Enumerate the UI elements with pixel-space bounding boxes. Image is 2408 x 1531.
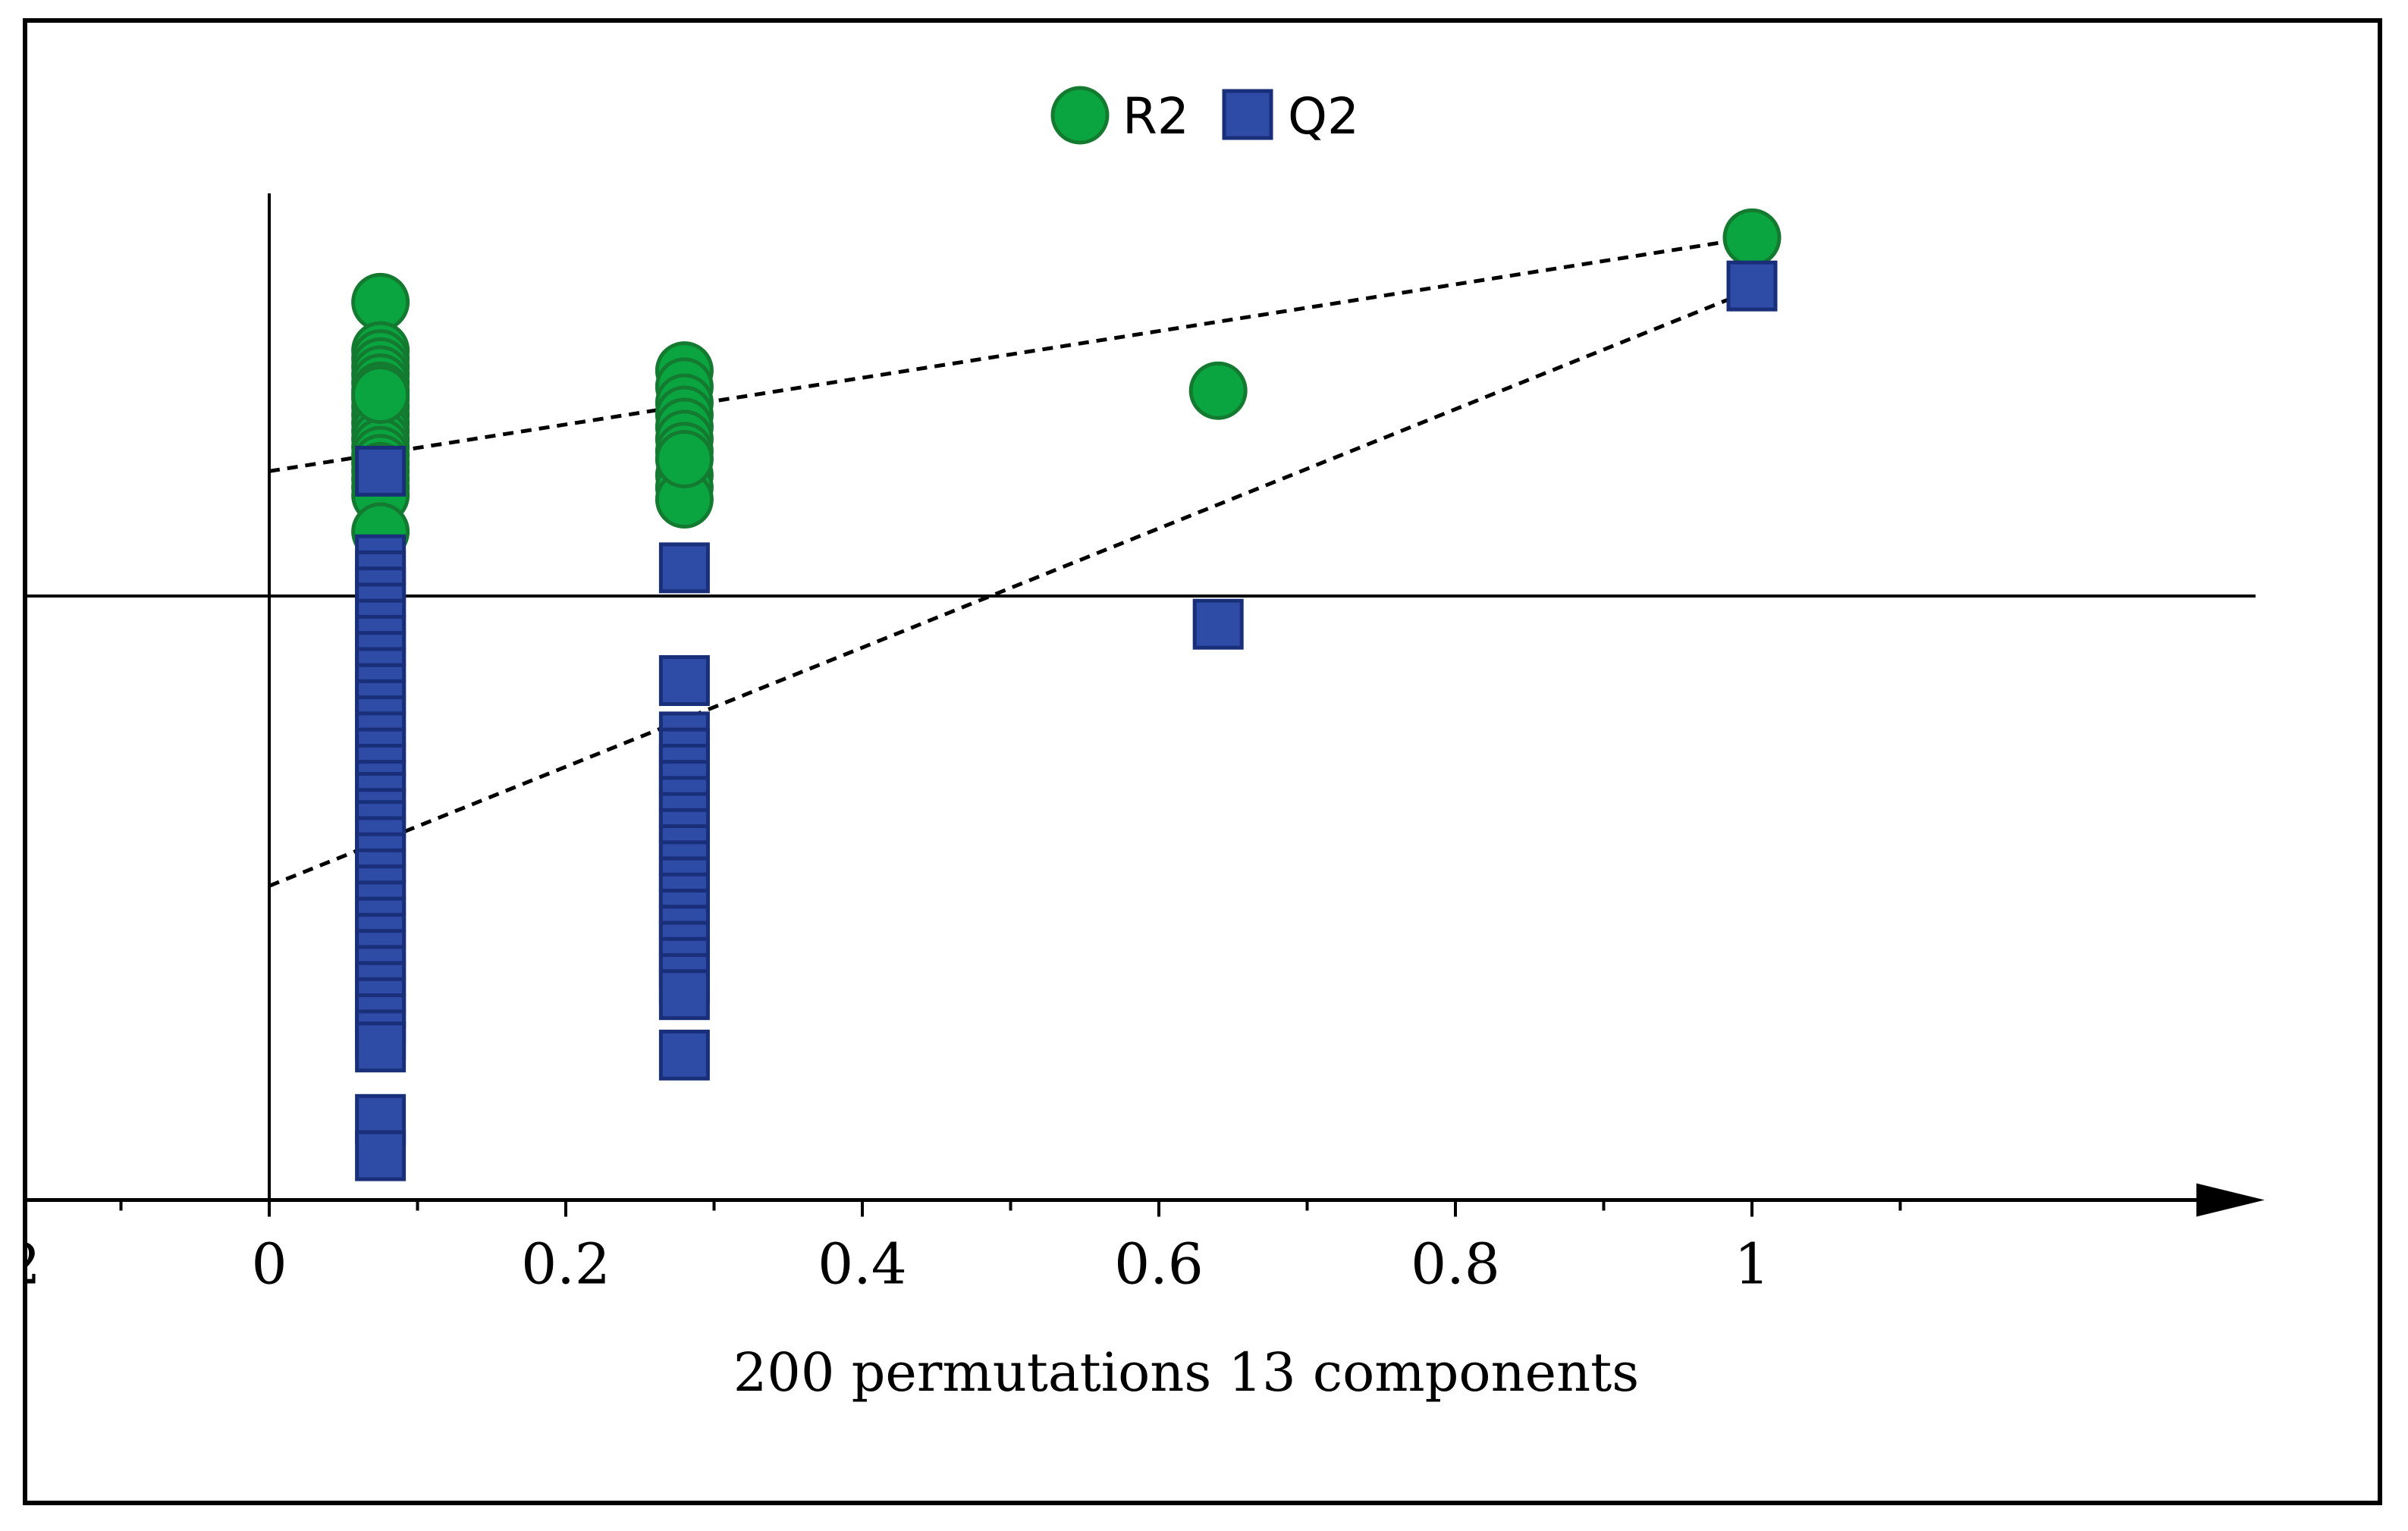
- r2-point: [1188, 361, 1248, 420]
- r2-point: [351, 365, 410, 424]
- legend-marker-q2: [1222, 89, 1273, 140]
- x-tick-label: 0: [251, 1232, 287, 1297]
- x-axis-arrow: [2196, 1183, 2265, 1217]
- q2-point: [355, 1130, 407, 1181]
- q2-point: [1192, 598, 1244, 650]
- x-axis-title: 200 permutations 13 components: [733, 1341, 1639, 1404]
- legend-label-r2: R2: [1122, 87, 1189, 146]
- legend-marker-r2: [1050, 86, 1110, 145]
- q2-point: [355, 1021, 407, 1073]
- regression-line-q2: [268, 288, 1753, 888]
- x-tick-label: 0.2: [521, 1232, 611, 1297]
- x-tick-label: 0.4: [818, 1232, 907, 1297]
- legend-label-q2: Q2: [1288, 87, 1359, 146]
- x-tick-label: −0.2: [27, 1232, 41, 1297]
- q2-point: [355, 445, 407, 497]
- q2-point: [658, 1029, 710, 1081]
- r2-point: [1722, 208, 1782, 267]
- chart-frame: R2 Q2 −0.200.20.40.60.81−1.5−1−0.500.5 2…: [23, 18, 2382, 1505]
- permutation-plot: R2 Q2 −0.200.20.40.60.81−1.5−1−0.500.5 2…: [27, 86, 2265, 1404]
- r2-point: [655, 429, 714, 488]
- x-tick-label: 0.8: [1411, 1232, 1500, 1297]
- x-tick-label: 0.6: [1114, 1232, 1204, 1297]
- q2-point: [658, 655, 710, 707]
- x-tick-label: 1: [1734, 1232, 1769, 1297]
- q2-point: [1726, 260, 1778, 312]
- r2-point: [351, 272, 410, 331]
- legend: R2 Q2: [1050, 86, 1359, 146]
- q2-point: [658, 969, 710, 1021]
- q2-point: [658, 542, 710, 594]
- regression-line-r2: [268, 235, 1753, 473]
